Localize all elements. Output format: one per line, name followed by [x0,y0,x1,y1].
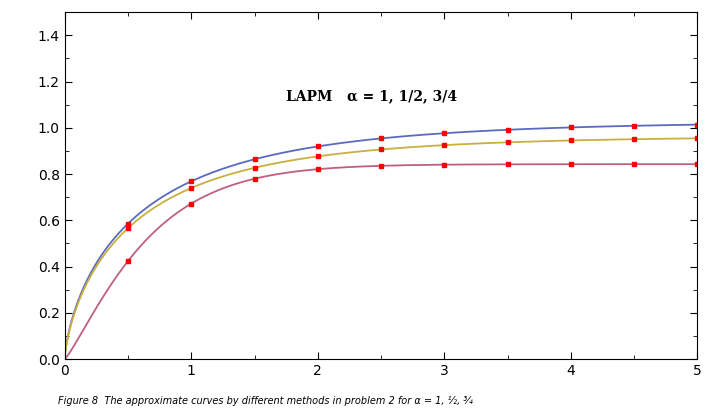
Text: LAPM   α = 1, 1/2, 3/4: LAPM α = 1, 1/2, 3/4 [286,89,457,103]
Text: Figure 8  The approximate curves by different methods in problem 2 for α = 1, ½,: Figure 8 The approximate curves by diffe… [58,396,472,406]
